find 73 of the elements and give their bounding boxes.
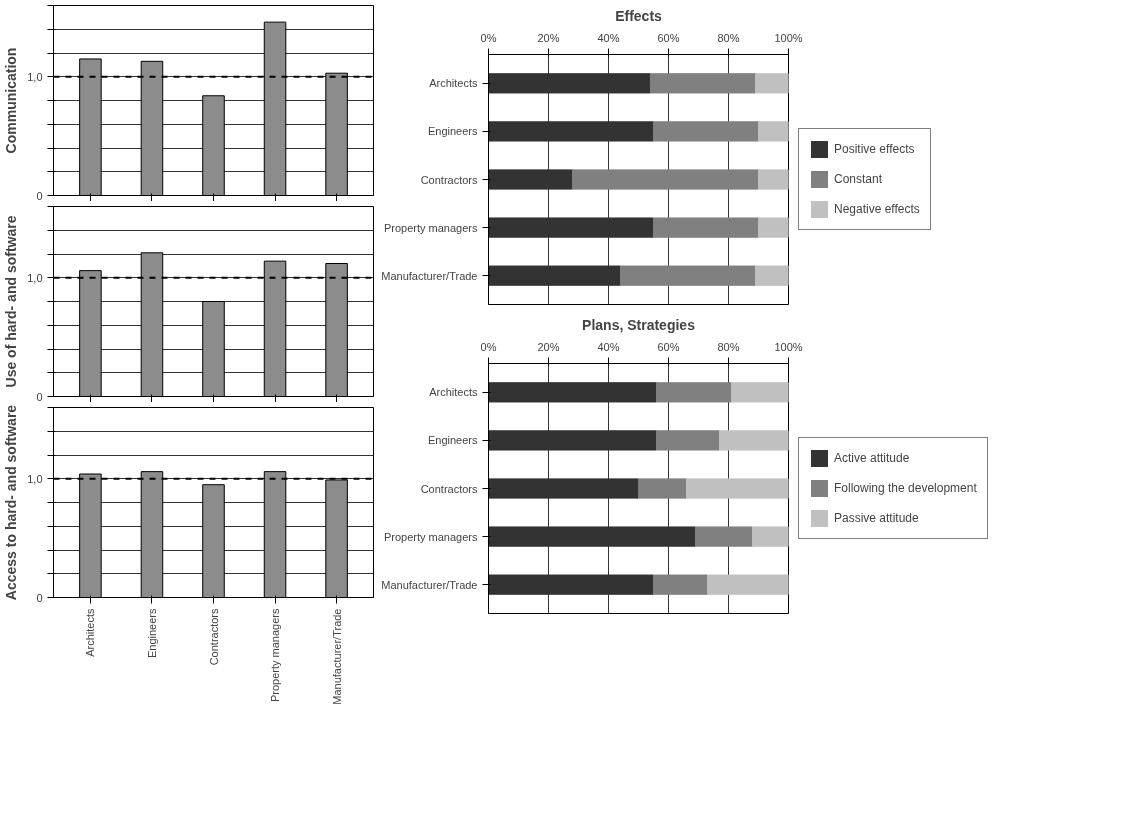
x-tick-label: 100% — [774, 31, 803, 44]
x-tick-label: 80% — [717, 340, 740, 353]
y-tick-label: 1,0 — [27, 472, 43, 485]
bar — [656, 430, 720, 451]
bar — [758, 217, 789, 238]
chart-title: Effects — [615, 7, 663, 24]
chart-title: Plans, Strategies — [582, 316, 696, 333]
x-tick-label: 0% — [480, 31, 497, 44]
legend-label: Following the development — [834, 481, 977, 495]
bar — [488, 73, 651, 94]
y-tick-label: 1,0 — [27, 271, 43, 284]
bar — [488, 478, 639, 499]
bar — [686, 478, 789, 499]
y-tick-label: Architects — [429, 386, 478, 399]
legend-label: Positive effects — [834, 142, 915, 156]
bar — [695, 526, 753, 547]
bar — [755, 73, 789, 94]
x-tick-label: 60% — [657, 340, 680, 353]
y-tick-label: Contractors — [420, 173, 478, 186]
legend-label: Constant — [834, 172, 883, 186]
bar — [638, 478, 687, 499]
x-tick-label: 40% — [597, 340, 620, 353]
bar — [488, 382, 657, 403]
bar — [488, 430, 657, 451]
bar — [758, 121, 789, 142]
x-tick-label: 60% — [657, 31, 680, 44]
x-tick-label: 20% — [537, 31, 560, 44]
x-tick-label: Contractors — [207, 608, 220, 666]
bar — [488, 217, 654, 238]
legend-label: Active attitude — [834, 451, 910, 465]
legend-label: Negative effects — [834, 202, 920, 216]
y-axis-title: Communication — [3, 47, 20, 154]
y-tick-label: Property managers — [383, 221, 478, 234]
x-tick-label: 40% — [597, 31, 620, 44]
y-axis-title: Access to hard- and software — [3, 404, 20, 601]
legend-label: Passive attitude — [834, 511, 919, 525]
x-tick-label: 80% — [717, 31, 740, 44]
x-tick-label: 20% — [537, 340, 560, 353]
bar — [620, 265, 756, 286]
x-tick-label: Property managers — [269, 608, 282, 703]
bar — [653, 574, 708, 595]
bar — [719, 430, 789, 451]
y-tick-label: 0 — [36, 390, 43, 403]
bar — [755, 265, 789, 286]
x-tick-label: Architects — [84, 608, 97, 657]
bar — [488, 121, 654, 142]
y-tick-label: Engineers — [427, 125, 478, 138]
x-tick-label: 0% — [480, 340, 497, 353]
y-axis-title: Use of hard- and software — [3, 215, 20, 388]
bar — [488, 526, 696, 547]
x-tick-label: Engineers — [145, 608, 158, 659]
x-tick-label: 100% — [774, 340, 803, 353]
bar — [656, 382, 732, 403]
y-tick-label: 0 — [36, 591, 43, 604]
y-tick-label: Manufacturer/Trade — [381, 578, 478, 591]
y-tick-label: 0 — [36, 189, 43, 202]
bar — [572, 169, 759, 190]
bar — [650, 73, 756, 94]
y-tick-label: Contractors — [420, 482, 478, 495]
bar — [707, 574, 789, 595]
y-tick-label: 1,0 — [27, 70, 43, 83]
bar — [731, 382, 789, 403]
y-tick-label: Engineers — [427, 434, 478, 447]
bar — [653, 121, 759, 142]
bar — [488, 574, 654, 595]
y-tick-label: Architects — [429, 77, 478, 90]
bar — [752, 526, 789, 547]
bar — [653, 217, 759, 238]
bar — [488, 169, 573, 190]
bar — [488, 265, 621, 286]
bar — [758, 169, 789, 190]
y-tick-label: Property managers — [383, 530, 478, 543]
y-tick-label: Manufacturer/Trade — [381, 269, 478, 282]
